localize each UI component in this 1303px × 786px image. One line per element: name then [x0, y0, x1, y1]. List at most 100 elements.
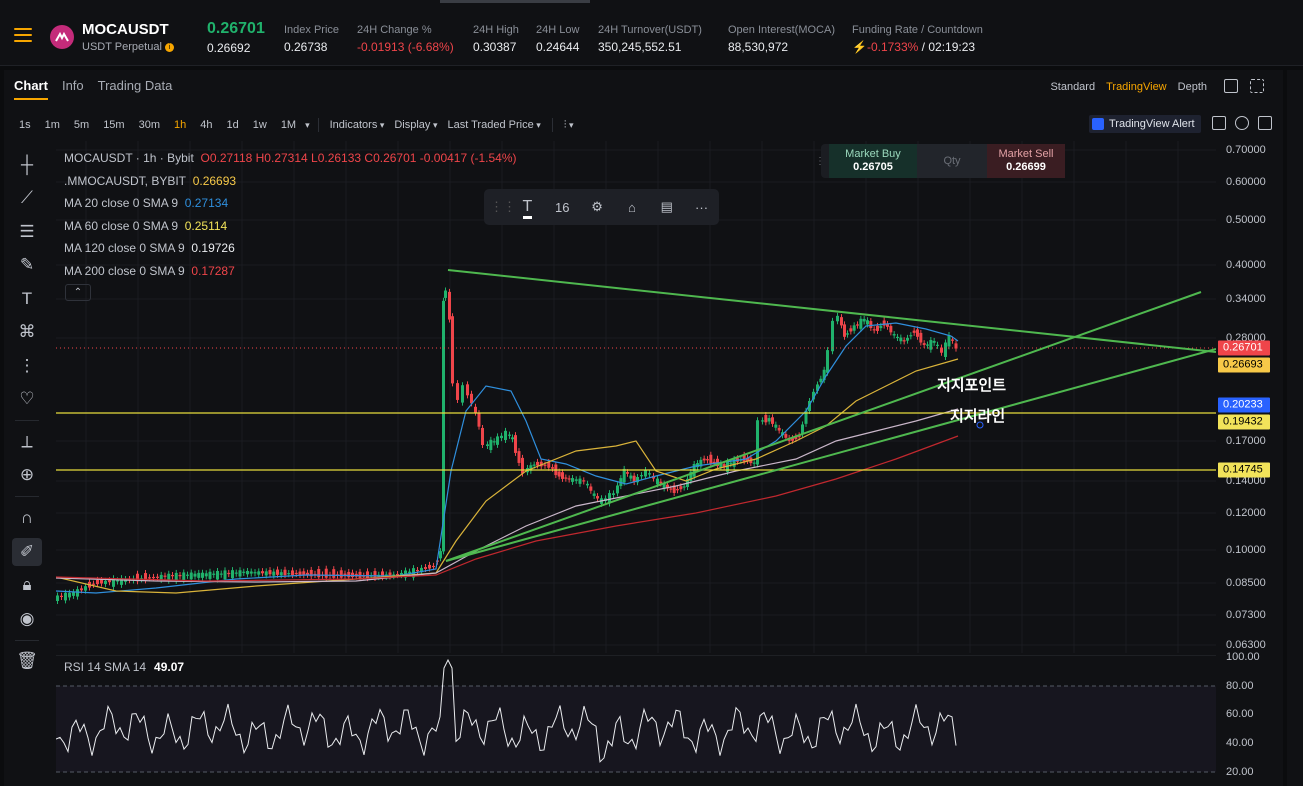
- candle: [640, 475, 643, 477]
- menu-indicators[interactable]: Indicators: [325, 119, 390, 131]
- layout-grid-icon[interactable]: [1224, 79, 1238, 93]
- timeframe-15m[interactable]: 15m: [103, 119, 125, 131]
- info-icon[interactable]: i: [164, 42, 174, 52]
- candle: [400, 572, 403, 576]
- candle: [672, 485, 676, 493]
- candle: [777, 427, 781, 431]
- drawing-edit-toolbar: ⋮⋮ T 16 ⚙ ⌂ ▤ ···: [484, 189, 719, 225]
- price-chart[interactable]: [56, 141, 1216, 653]
- candle: [816, 384, 819, 391]
- view-standard[interactable]: Standard: [1050, 81, 1096, 93]
- font-size-select[interactable]: 16: [555, 199, 570, 215]
- candle: [64, 592, 67, 601]
- candle: [722, 464, 726, 467]
- timeframe-1d[interactable]: 1d: [226, 119, 239, 131]
- candle: [947, 335, 951, 347]
- tradingview-alert-button[interactable]: TradingView Alert: [1089, 115, 1201, 133]
- market-sell-button[interactable]: Market Sell 0.26699: [987, 144, 1065, 178]
- alarm-icon: [1092, 118, 1104, 130]
- candle: [424, 567, 427, 569]
- candle: [388, 572, 392, 577]
- candle: [682, 486, 686, 488]
- tab-info[interactable]: Info: [61, 78, 84, 93]
- price-axis[interactable]: 0.70000 0.60000 0.50000 0.40000 0.34000 0.280…: [1216, 141, 1282, 786]
- crosshair-icon[interactable]: ┼: [20, 154, 34, 174]
- market-buy-button[interactable]: Market Buy 0.26705: [829, 144, 917, 178]
- candle: [492, 441, 496, 443]
- view-tradingview[interactable]: TradingView: [1106, 81, 1167, 93]
- expand-icon[interactable]: [1258, 116, 1272, 130]
- candle: [767, 418, 771, 422]
- ruler-icon[interactable]: ⟂: [21, 431, 33, 451]
- zoom-in-icon[interactable]: ⊕: [19, 465, 35, 485]
- eye-icon[interactable]: ◉: [19, 608, 35, 628]
- pattern-icon[interactable]: ⌘: [18, 322, 36, 342]
- candle: [826, 350, 829, 373]
- tab-trading-data[interactable]: Trading Data: [97, 78, 173, 93]
- annotation-support-line[interactable]: 지지라인: [950, 408, 1006, 425]
- candle: [451, 316, 454, 384]
- fib-icon[interactable]: ☰: [19, 221, 35, 241]
- candle: [416, 569, 419, 572]
- annotation-support-point[interactable]: 지지포인트: [937, 377, 1007, 394]
- timeframe-dropdown[interactable]: [303, 119, 312, 131]
- lock-icon[interactable]: 🔒︎: [22, 575, 32, 595]
- camera-icon[interactable]: [1212, 116, 1226, 130]
- candle: [313, 573, 317, 576]
- menu-display[interactable]: Display: [389, 119, 442, 131]
- brush-icon[interactable]: ✎: [19, 255, 35, 275]
- heart-icon[interactable]: ♡: [19, 389, 35, 409]
- candle: [201, 572, 204, 578]
- trash-icon[interactable]: ▤: [660, 199, 673, 214]
- candle: [916, 329, 919, 337]
- axis-tick: 0.34000: [1226, 293, 1266, 305]
- trash-icon[interactable]: 🗑︎: [16, 651, 38, 671]
- stat-4: 24H Turnover(USDT) 350,245,552.51: [598, 24, 702, 54]
- candle: [474, 406, 477, 413]
- candle: [76, 589, 79, 597]
- timeframe-30m[interactable]: 30m: [138, 119, 160, 131]
- timeframe-1w[interactable]: 1w: [252, 119, 267, 131]
- forecast-icon[interactable]: ⋮: [18, 355, 36, 375]
- settings-icon[interactable]: [1235, 116, 1249, 130]
- candle: [586, 483, 589, 486]
- timeframe-1s[interactable]: 1s: [19, 119, 31, 131]
- candle: [892, 334, 896, 336]
- candle: [819, 378, 823, 383]
- candle: [843, 324, 846, 337]
- timeframe-1m[interactable]: 1m: [44, 119, 60, 131]
- menu-last-traded-price[interactable]: Last Traded Price: [442, 119, 545, 131]
- text-style-icon[interactable]: T: [510, 198, 545, 219]
- timeframe-1M[interactable]: 1M: [280, 119, 297, 131]
- candle: [511, 437, 514, 440]
- rsi-chart[interactable]: [56, 655, 1216, 780]
- candle: [801, 424, 804, 435]
- fullscreen-icon[interactable]: [1250, 79, 1264, 93]
- drag-handle-icon[interactable]: ⋮⋮: [490, 199, 516, 214]
- timeframe-1h[interactable]: 1h: [174, 119, 187, 131]
- trendline-icon[interactable]: ⟋: [21, 188, 33, 208]
- timeframe-5m[interactable]: 5m: [73, 119, 90, 131]
- candle: [696, 463, 699, 468]
- settings-icon[interactable]: ⚙: [591, 199, 603, 214]
- candle: [706, 459, 709, 461]
- candle: [899, 337, 903, 342]
- candle: [804, 410, 808, 424]
- view-depth[interactable]: Depth: [1177, 81, 1207, 93]
- symbol-name[interactable]: MOCAUSDT: [82, 21, 169, 38]
- timeframe-4h[interactable]: 4h: [200, 119, 213, 131]
- candle: [116, 580, 119, 582]
- candle: [944, 342, 947, 357]
- more-icon[interactable]: ···: [695, 199, 709, 215]
- text-tool-icon[interactable]: T: [21, 288, 33, 308]
- candle: [679, 486, 683, 490]
- unlock-icon[interactable]: ⌂: [627, 199, 636, 215]
- tab-chart[interactable]: Chart: [14, 78, 48, 100]
- magnet-icon[interactable]: ∩: [20, 507, 34, 527]
- drag-handle-icon[interactable]: ⋮⋮: [815, 155, 835, 167]
- qty-input[interactable]: Qty: [917, 144, 987, 178]
- lock-draw-icon[interactable]: ✐: [12, 537, 42, 566]
- menu-icon[interactable]: [14, 28, 32, 44]
- chart-type-icon[interactable]: ⫶: [559, 119, 579, 132]
- collapse-legend-button[interactable]: ⌃: [65, 284, 91, 301]
